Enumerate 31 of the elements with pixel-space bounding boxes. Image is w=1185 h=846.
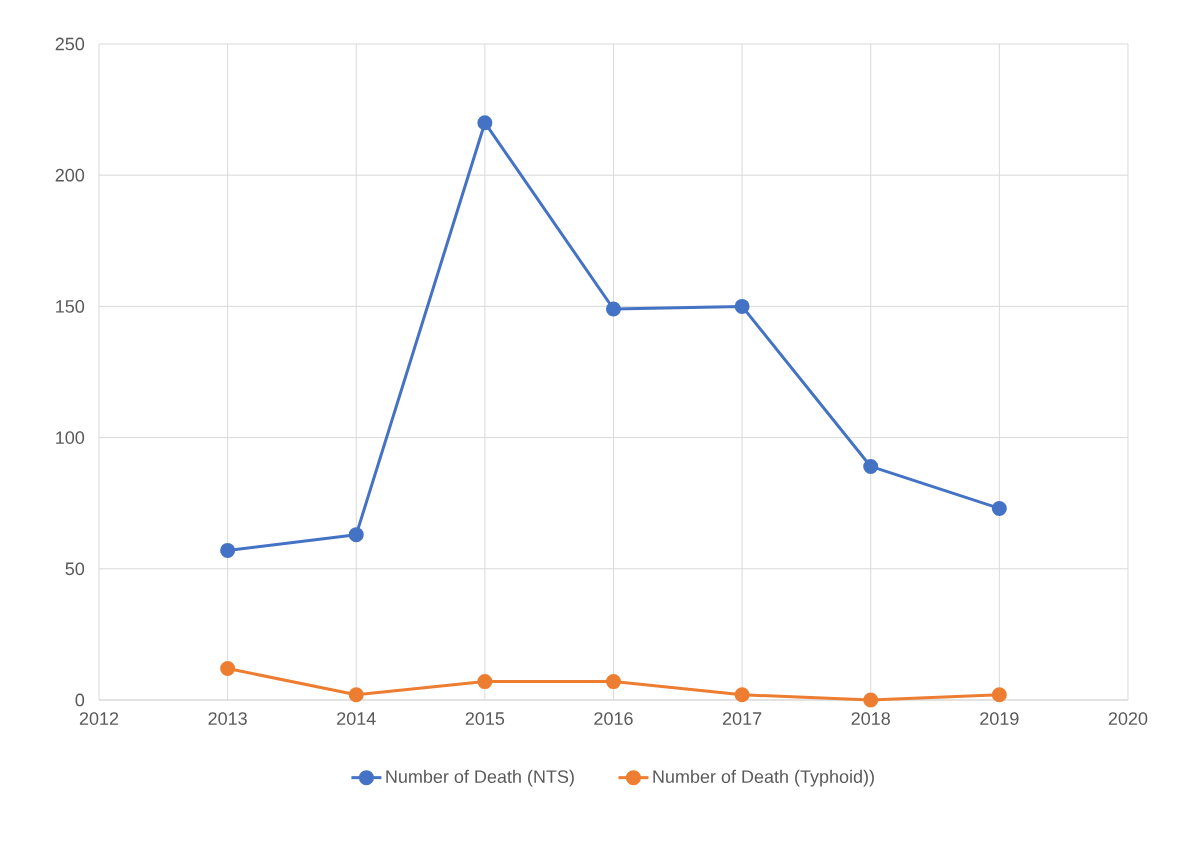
x-tick-label: 2015 [465,712,505,725]
point [734,687,750,703]
legend-label: Number of Death (Typhoid)) [653,769,874,787]
x-tick-label: 2014 [337,712,376,725]
point [220,661,236,676]
point [863,692,879,708]
y-tick-label: 50 [65,562,85,576]
point [991,687,1007,703]
x-tick-label: 2013 [208,712,247,725]
x-tick-label: 2020 [1108,712,1148,725]
y-tick-label: 250 [55,37,85,51]
y-tick-label: 0 [75,693,85,707]
y-tick-label: 150 [56,300,85,313]
x-tick-label: 2012 [79,712,119,725]
x-tick-label: 2017 [722,712,762,725]
point [477,115,493,131]
legend-label: Number of Death (NTS) [386,769,574,787]
point [734,298,750,314]
point [348,687,364,703]
y-tick-label: 100 [56,431,85,444]
point [863,458,879,474]
point [477,674,493,690]
x-tick-label: 2016 [594,712,633,725]
point [991,500,1007,516]
point [605,674,621,690]
y-tick-label: 200 [55,168,85,182]
point [605,301,621,317]
x-tick-label: 2019 [980,712,1019,725]
point [348,527,364,543]
point [220,542,236,558]
x-tick-label: 2018 [851,712,890,725]
